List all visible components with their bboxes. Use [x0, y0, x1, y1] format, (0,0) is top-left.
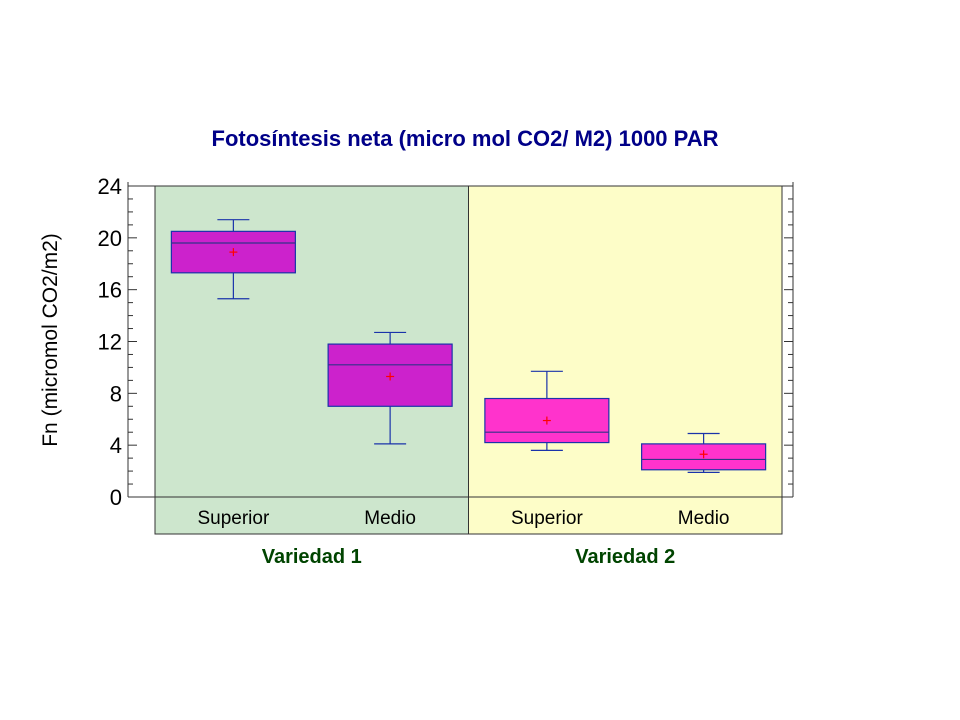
category-label: Medio	[364, 508, 416, 529]
category-label: Medio	[678, 508, 730, 529]
box-iqr	[641, 443, 767, 471]
y-tick-label: 24	[98, 174, 122, 199]
category-label: Superior	[197, 508, 269, 529]
y-tick-label: 12	[98, 330, 122, 355]
chart-title: Fotosíntesis neta (micro mol CO2/ M2) 10…	[212, 126, 719, 151]
group-background	[468, 186, 782, 534]
y-axis-label: Fn (micromol CO2/m2)	[39, 233, 62, 447]
y-tick-label: 4	[110, 433, 122, 458]
y-tick-label: 20	[98, 226, 122, 251]
y-tick-label: 16	[98, 278, 122, 303]
category-label: Superior	[511, 508, 583, 529]
y-tick-label: 0	[110, 485, 122, 510]
y-tick-label: 8	[110, 381, 122, 406]
group-label: Variedad 1	[262, 546, 362, 568]
group-label: Variedad 2	[575, 546, 675, 568]
